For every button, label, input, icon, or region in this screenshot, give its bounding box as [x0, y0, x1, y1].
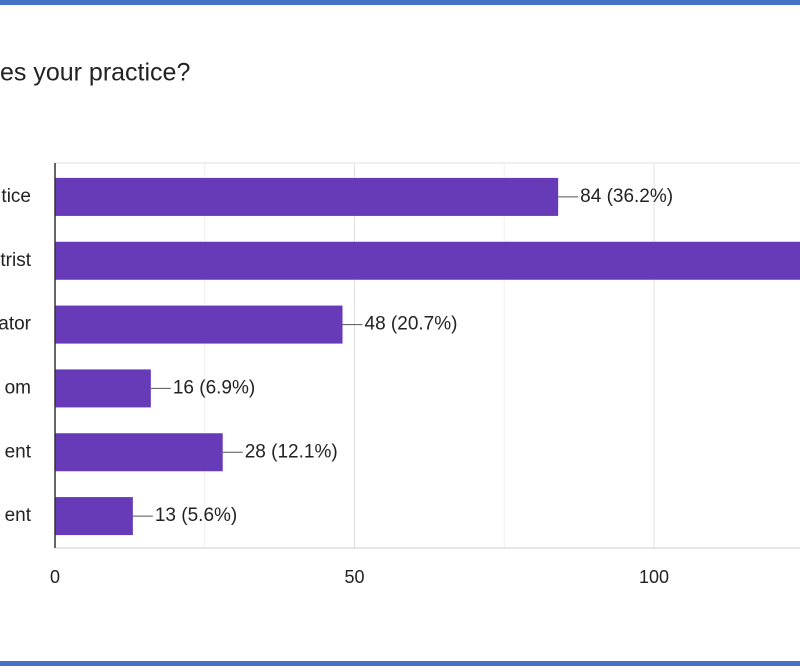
y-tick-label: tice [1, 186, 31, 207]
data-label: 48 (20.7%) [365, 314, 458, 335]
data-label: 13 (5.6%) [155, 505, 237, 526]
chart-title: es your practice? [0, 59, 190, 87]
bar [55, 369, 151, 408]
bar [55, 305, 343, 344]
data-label: 16 (6.9%) [173, 377, 255, 398]
x-tick-label: 100 [639, 567, 669, 587]
bar [55, 433, 223, 472]
y-tick-label: om [5, 377, 31, 398]
y-tick-label: trist [0, 250, 31, 271]
top-border [0, 0, 800, 5]
data-label: 84 (36.2%) [580, 186, 673, 207]
data-label: 28 (12.1%) [245, 441, 338, 462]
bar [55, 497, 133, 536]
x-tick-label: 0 [50, 567, 60, 587]
y-tick-label: ent [5, 441, 32, 462]
bar [55, 241, 800, 280]
y-tick-label: ent [5, 505, 32, 526]
y-tick-label: ator [0, 314, 32, 335]
bar [55, 177, 559, 216]
bottom-border [0, 661, 800, 666]
x-tick-label: 50 [344, 567, 364, 587]
